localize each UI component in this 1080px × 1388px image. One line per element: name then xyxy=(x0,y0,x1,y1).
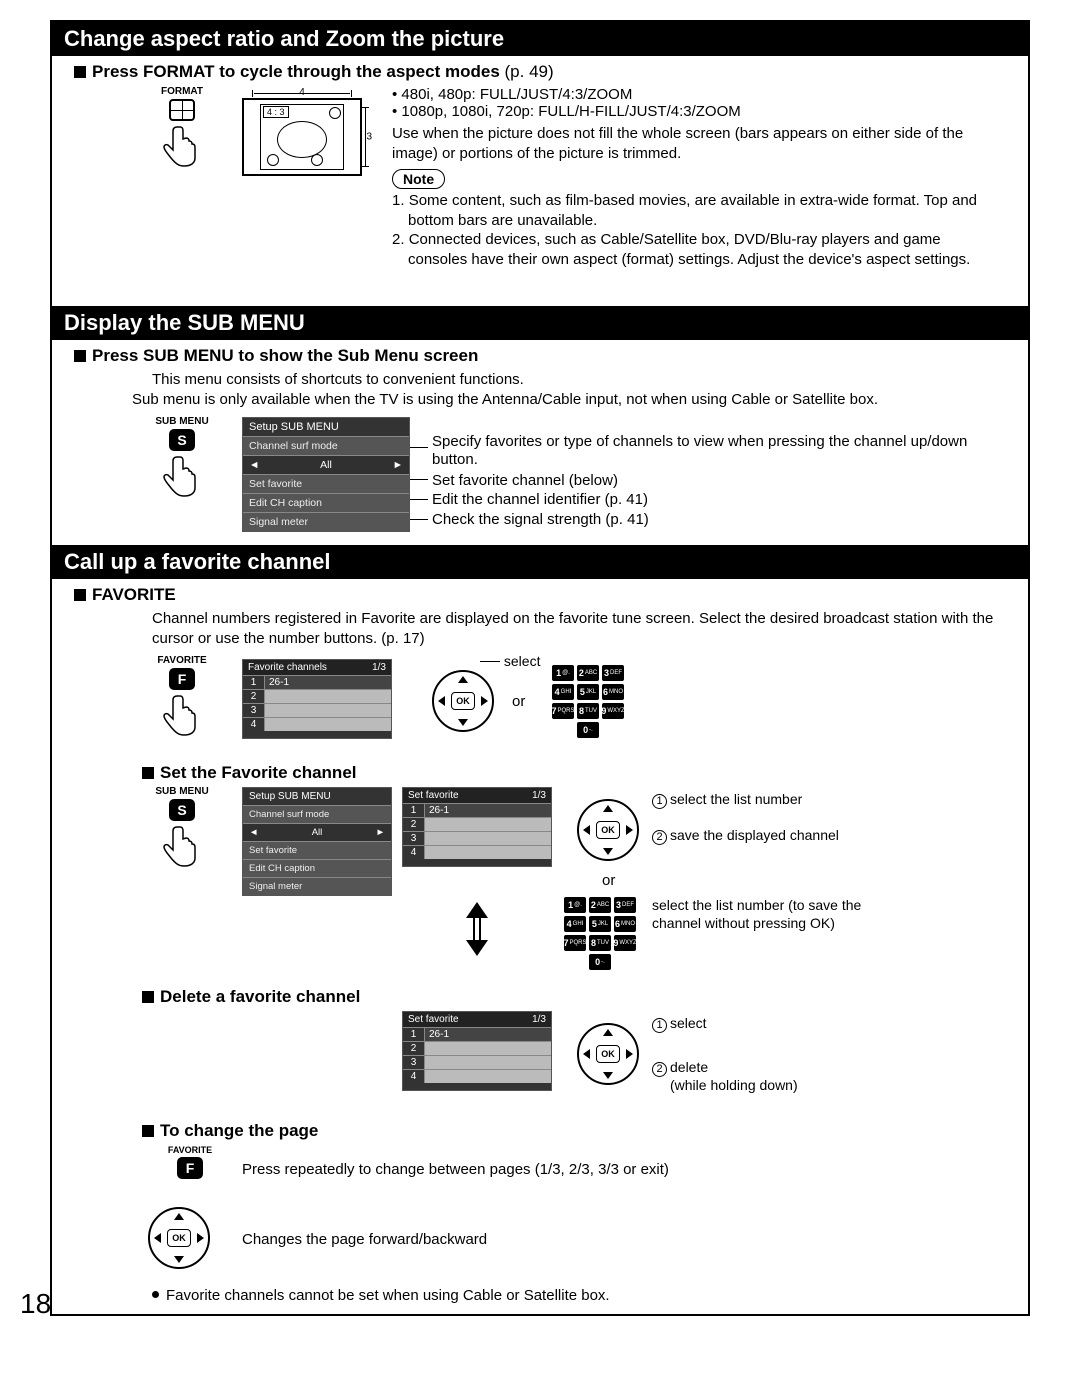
aspect-use-text: Use when the picture does not fill the w… xyxy=(52,120,1028,163)
setfav-step1: 1select the list number xyxy=(652,791,802,809)
setfav-step2: 2save the displayed channel xyxy=(652,827,852,845)
numpad-icon[interactable]: 1@.2ABC3DEF 4GHI5JKL6MNO 7PQRS8TUV9WXYZ … xyxy=(552,665,624,738)
setfav-subhead: Set the Favorite channel xyxy=(52,753,1028,787)
deletefav-step2: 2delete(while holding down) xyxy=(652,1059,798,1094)
submenu-body2: Sub menu is only available when the TV i… xyxy=(52,390,1028,410)
updown-arrow-icon xyxy=(462,902,492,956)
aspect-subhead-ref: (p. 49) xyxy=(500,62,554,81)
submenu-btn-label: SUB MENU xyxy=(152,417,212,427)
changepage-subhead: To change the page xyxy=(52,1111,1028,1145)
table-row: ◄All► xyxy=(243,455,409,474)
section-submenu-header: Display the SUB MENU xyxy=(52,306,1028,340)
page-frame: Change aspect ratio and Zoom the picture… xyxy=(50,20,1030,1316)
setfav-table: Set favorite1/3 126-1 2 3 4 xyxy=(402,787,552,867)
submenu-key-icon: S xyxy=(169,799,195,821)
submenu-remote-button[interactable]: SUB MENU S xyxy=(152,787,212,870)
note-label: Note xyxy=(392,169,445,189)
favorite-key-icon: F xyxy=(169,668,195,690)
hand-icon xyxy=(160,455,204,497)
submenu-button-group: SUB MENU S xyxy=(152,417,212,500)
favorite-remote-button[interactable]: FAVORITE F xyxy=(162,1145,218,1179)
setfav-submenu-table: Setup SUB MENU Channel surf mode ◄All► S… xyxy=(242,787,392,896)
submenu-subhead: Press SUB MENU to show the Sub Menu scre… xyxy=(52,340,1028,370)
favorite-remote-button[interactable]: FAVORITE F xyxy=(152,655,212,739)
submenu-table-title: Setup SUB MENU xyxy=(243,418,409,436)
favorite-btn-label2: FAVORITE xyxy=(162,1145,218,1155)
aspect-bullet-1: • 480i, 480p: FULL/JUST/4:3/ZOOM xyxy=(52,86,1028,103)
ok-button[interactable]: OK xyxy=(167,1229,191,1247)
table-row: Signal meter xyxy=(243,512,409,531)
submenu-explain-3: Edit the channel identifier (p. 41) xyxy=(432,491,648,510)
favorite-footnote: Favorite channels cannot be set when usi… xyxy=(52,1283,1028,1314)
favorite-btn-label: FAVORITE xyxy=(152,655,212,666)
ok-button[interactable]: OK xyxy=(451,692,475,710)
submenu-body1: This menu consists of shortcuts to conve… xyxy=(52,370,1028,390)
changepage-text2: Changes the page forward/backward xyxy=(242,1231,487,1248)
table-row: Edit CH caption xyxy=(243,493,409,512)
setfav-numpad-note: select the list number (to save the chan… xyxy=(652,897,862,932)
aspect-bullet-2: • 1080p, 1080i, 720p: FULL/H-FILL/JUST/4… xyxy=(52,103,1028,120)
section-favorite-header: Call up a favorite channel xyxy=(52,545,1028,579)
aspect-notes: Some content, such as film-based movies,… xyxy=(52,189,1028,277)
deletefav-step1: 1select xyxy=(652,1015,707,1033)
or-label: or xyxy=(512,693,525,710)
changepage-text1: Press repeatedly to change between pages… xyxy=(242,1161,669,1178)
submenu-btn-label2: SUB MENU xyxy=(152,787,212,797)
section-aspect-header: Change aspect ratio and Zoom the picture xyxy=(52,22,1028,56)
favorite-body: Channel numbers registered in Favorite a… xyxy=(52,609,1028,650)
table-row: Channel surf mode xyxy=(243,436,409,455)
or-label: or xyxy=(602,872,615,889)
dpad-icon[interactable]: OK xyxy=(148,1207,210,1269)
dpad-icon[interactable]: OK xyxy=(577,1023,639,1085)
aspect-subhead: Press FORMAT to cycle through the aspect… xyxy=(52,56,1028,86)
submenu-explain-2: Set favorite channel (below) xyxy=(432,472,618,491)
aspect-subhead-text: Press FORMAT to cycle through the aspect… xyxy=(92,62,500,81)
favorite-key-icon: F xyxy=(177,1157,203,1179)
bullet-icon xyxy=(152,1291,159,1298)
favorite-button-group: FAVORITE F xyxy=(152,655,212,739)
page-number: 18 xyxy=(20,1288,51,1320)
favorite-channels-table: Favorite channels1/3 126-1 2 3 4 xyxy=(242,659,392,739)
favorite-subhead: FAVORITE xyxy=(52,579,1028,609)
numpad-icon[interactable]: 1@.2ABC3DEF 4GHI5JKL6MNO 7PQRS8TUV9WXYZ … xyxy=(564,897,636,970)
submenu-explain-4: Check the signal strength (p. 41) xyxy=(432,511,649,530)
hand-icon xyxy=(160,825,204,867)
select-label: select xyxy=(480,653,540,669)
table-row: Set favorite xyxy=(243,474,409,493)
dpad-icon[interactable]: OK xyxy=(432,670,494,732)
submenu-key-icon: S xyxy=(169,429,195,451)
dpad-icon[interactable]: OK xyxy=(577,799,639,861)
ok-button[interactable]: OK xyxy=(596,821,620,839)
submenu-remote-button[interactable]: SUB MENU S xyxy=(152,417,212,500)
hand-icon xyxy=(160,694,204,736)
ok-button[interactable]: OK xyxy=(596,1045,620,1063)
deletefav-table: Set favorite1/3 126-1 2 3 4 xyxy=(402,1011,552,1091)
submenu-table: Setup SUB MENU Channel surf mode ◄All► S… xyxy=(242,417,410,532)
deletefav-subhead: Delete a favorite channel xyxy=(52,977,1028,1011)
submenu-explain-1: Specify favorites or type of channels to… xyxy=(432,433,1008,471)
